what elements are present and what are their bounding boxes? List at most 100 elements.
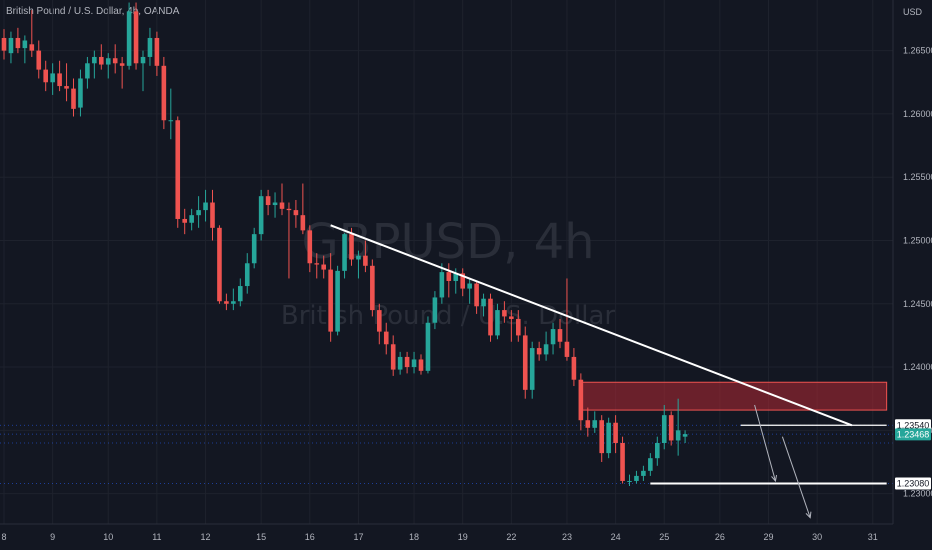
projection-arrow-head <box>805 511 812 519</box>
candle-body <box>92 56 97 64</box>
candle-body <box>502 310 507 317</box>
candle-body <box>36 50 42 70</box>
candle-body <box>467 283 472 289</box>
time-tick-label: 29 <box>763 532 773 542</box>
candle-body <box>328 269 333 332</box>
current-price-label-bg <box>895 428 931 441</box>
time-axis-background <box>0 524 932 550</box>
candle-body <box>641 470 646 476</box>
price-line-label: 1.23540 <box>897 420 930 430</box>
candle-body <box>210 202 215 228</box>
candle-body <box>661 415 667 443</box>
price-tick-label: 1.25500 <box>903 172 932 182</box>
candle-body <box>550 329 556 345</box>
candle-body <box>620 442 625 481</box>
candle-body <box>175 120 181 219</box>
projection-arrow-head <box>771 474 778 483</box>
candle-body <box>224 301 229 304</box>
price-axis-background <box>893 0 932 524</box>
time-tick-label: 22 <box>506 532 516 542</box>
candle-body <box>509 316 514 319</box>
time-tick-label: 30 <box>812 532 822 542</box>
candle-body <box>599 420 604 454</box>
candle-body <box>50 73 55 83</box>
candle-body <box>43 69 48 83</box>
candle-body <box>85 63 90 79</box>
candle-body <box>627 480 632 482</box>
price-tick-label: 1.24500 <box>903 299 932 309</box>
candle-body <box>370 265 375 311</box>
candle-body <box>147 37 153 57</box>
candle-body <box>432 297 438 323</box>
candle-series <box>1 2 688 487</box>
price-tick-label: 1.25000 <box>903 235 932 245</box>
candle-body <box>258 196 264 235</box>
time-tick-label: 15 <box>256 532 266 542</box>
candle-body <box>564 341 570 357</box>
chart-title: British Pound / U.S. Dollar, 4h, OANDA <box>6 6 180 17</box>
price-tick-label: 1.23000 <box>903 489 932 499</box>
price-axis[interactable]: USD 1.26500 1.26000 1.25500 1.25000 1.24500 1… <box>893 0 932 524</box>
candle-body <box>481 298 486 307</box>
trendline[interactable] <box>330 224 853 427</box>
candle-body <box>279 202 285 209</box>
candle-body <box>196 210 201 216</box>
candle-body <box>314 263 320 265</box>
candle-body <box>446 272 452 281</box>
candle-body <box>363 255 368 266</box>
candle-body <box>231 301 236 304</box>
candle-body <box>154 37 160 66</box>
candle-body <box>516 318 521 336</box>
candle-body <box>265 196 271 206</box>
candle-body <box>349 234 354 260</box>
candle-body <box>57 73 62 87</box>
candle-body <box>592 420 598 428</box>
candle-body <box>390 344 396 370</box>
candle-body <box>460 273 465 289</box>
candle-body <box>119 63 125 66</box>
candle-body <box>182 218 187 223</box>
candle-body <box>425 322 431 371</box>
time-tick-label: 23 <box>562 532 572 542</box>
candle-body <box>557 329 563 342</box>
candle-body <box>126 11 132 66</box>
candle-body <box>655 442 660 459</box>
resistance-zone-rect[interactable] <box>580 381 888 411</box>
candle-body <box>203 202 208 211</box>
candle-body <box>161 65 167 121</box>
candle-body <box>397 356 403 370</box>
projection-arrow-line[interactable] <box>781 436 811 518</box>
candle-body <box>189 215 194 223</box>
candle-body <box>293 210 299 216</box>
candle-body <box>411 359 417 368</box>
candle-body <box>99 56 104 65</box>
resistance-zone[interactable] <box>580 381 888 411</box>
price-tick-label: 1.24000 <box>903 362 932 372</box>
candle-body <box>418 359 424 371</box>
candle-body <box>15 37 21 49</box>
time-tick-label: 24 <box>611 532 621 542</box>
candle-body <box>439 272 445 298</box>
price-tick-label: 1.26000 <box>903 109 932 119</box>
time-tick-label: 9 <box>50 532 55 542</box>
candle-body <box>238 286 243 302</box>
candle-body <box>64 86 69 89</box>
candle-body <box>335 270 340 332</box>
time-tick-label: 11 <box>152 532 161 542</box>
candle-body <box>105 58 111 65</box>
candle-body <box>140 56 146 64</box>
annotation-layer[interactable] <box>330 224 887 519</box>
projection-arrow-line[interactable] <box>754 404 776 482</box>
candle-body <box>383 331 389 345</box>
candle-body <box>571 356 577 380</box>
candle-body <box>668 415 674 441</box>
candle-body <box>78 78 83 108</box>
price-line-label-bg <box>895 477 931 490</box>
candle-body <box>272 202 278 206</box>
candle-body <box>29 44 35 51</box>
candle-body <box>536 348 542 355</box>
time-tick-label: 18 <box>409 532 419 542</box>
candle-body <box>356 255 361 260</box>
